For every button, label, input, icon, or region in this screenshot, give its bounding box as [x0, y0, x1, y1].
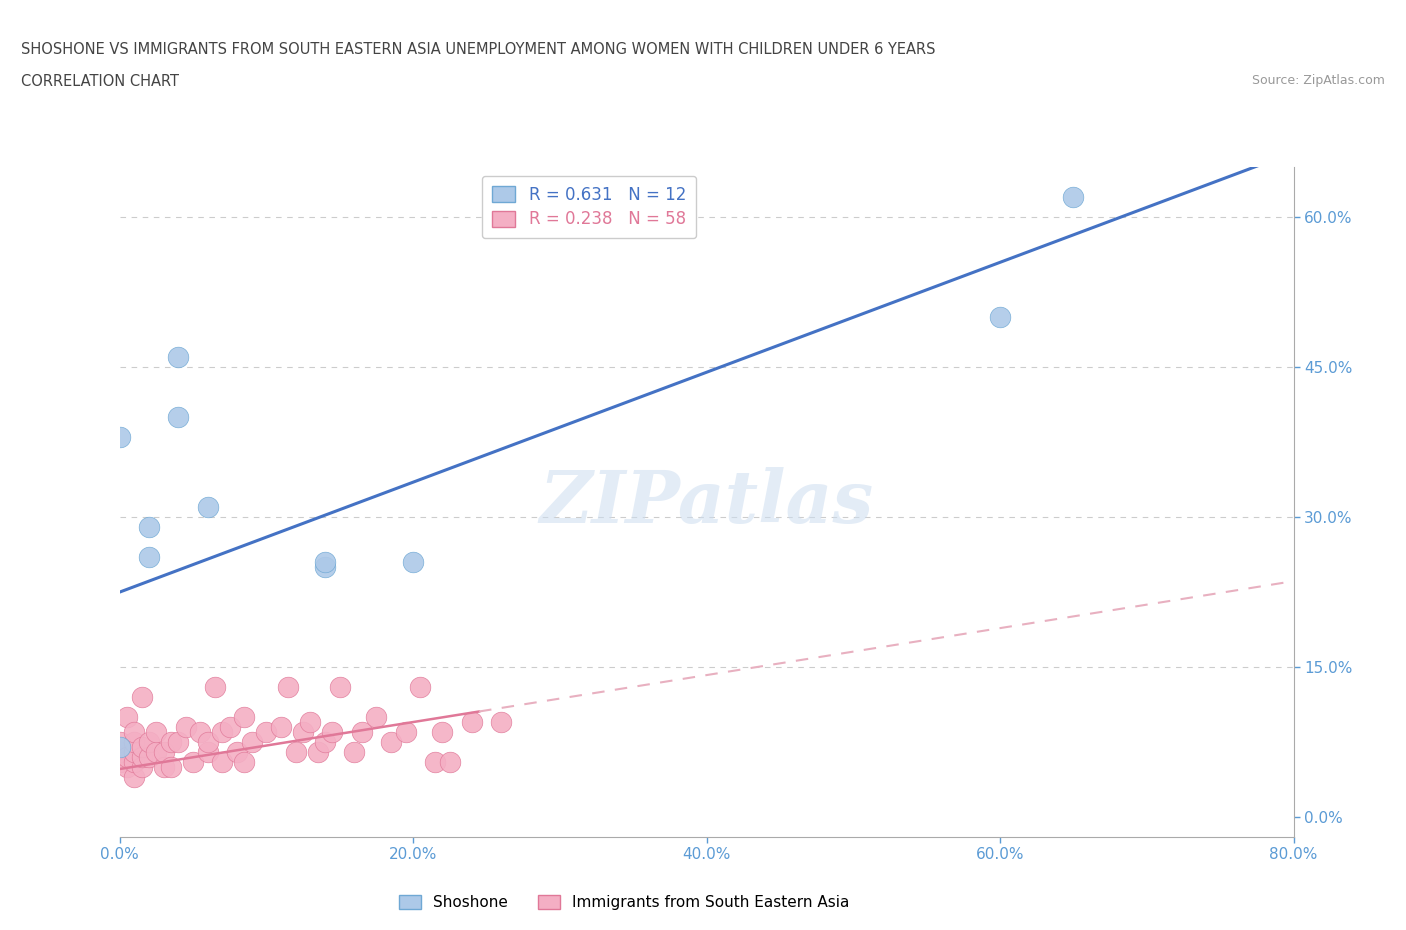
- Point: [197, 745, 219, 760]
- Text: SHOSHONE VS IMMIGRANTS FROM SOUTH EASTERN ASIA UNEMPLOYMENT AMONG WOMEN WITH CHI: SHOSHONE VS IMMIGRANTS FROM SOUTH EASTER…: [21, 42, 935, 57]
- Point: [108, 754, 131, 769]
- Point: [254, 724, 277, 739]
- Point: [160, 760, 183, 775]
- Text: CORRELATION CHART: CORRELATION CHART: [21, 74, 179, 89]
- Point: [188, 724, 211, 739]
- Point: [181, 754, 204, 769]
- Point: [988, 310, 1011, 325]
- Point: [291, 724, 314, 739]
- Point: [131, 760, 153, 775]
- Point: [167, 735, 190, 750]
- Point: [402, 554, 425, 569]
- Point: [122, 770, 145, 785]
- Point: [460, 714, 484, 729]
- Point: [314, 735, 336, 750]
- Point: [366, 710, 388, 724]
- Point: [233, 710, 256, 724]
- Point: [321, 724, 343, 739]
- Point: [174, 720, 197, 735]
- Point: [138, 520, 160, 535]
- Point: [284, 745, 307, 760]
- Point: [138, 550, 160, 565]
- Point: [122, 724, 145, 739]
- Point: [131, 690, 153, 705]
- Point: [138, 735, 160, 750]
- Point: [145, 724, 167, 739]
- Point: [108, 735, 131, 750]
- Point: [152, 745, 174, 760]
- Point: [131, 750, 153, 764]
- Point: [160, 735, 183, 750]
- Point: [211, 754, 233, 769]
- Point: [152, 760, 174, 775]
- Point: [439, 754, 461, 769]
- Point: [270, 720, 292, 735]
- Point: [423, 754, 446, 769]
- Point: [167, 410, 190, 425]
- Point: [218, 720, 240, 735]
- Point: [1062, 190, 1084, 205]
- Point: [432, 724, 454, 739]
- Point: [122, 745, 145, 760]
- Point: [204, 680, 226, 695]
- Point: [343, 745, 366, 760]
- Point: [211, 724, 233, 739]
- Point: [131, 739, 153, 754]
- Point: [108, 430, 131, 445]
- Legend: Shoshone, Immigrants from South Eastern Asia: Shoshone, Immigrants from South Eastern …: [394, 889, 855, 916]
- Point: [307, 745, 329, 760]
- Point: [115, 760, 138, 775]
- Point: [197, 499, 219, 514]
- Point: [350, 724, 373, 739]
- Point: [299, 714, 322, 729]
- Point: [233, 754, 256, 769]
- Point: [122, 754, 145, 769]
- Point: [145, 745, 167, 760]
- Point: [115, 750, 138, 764]
- Point: [108, 739, 131, 754]
- Point: [240, 735, 263, 750]
- Point: [314, 554, 336, 569]
- Text: ZIPatlas: ZIPatlas: [540, 467, 873, 538]
- Point: [138, 750, 160, 764]
- Text: Source: ZipAtlas.com: Source: ZipAtlas.com: [1251, 74, 1385, 87]
- Point: [395, 724, 418, 739]
- Point: [122, 735, 145, 750]
- Point: [380, 735, 402, 750]
- Point: [197, 735, 219, 750]
- Point: [409, 680, 432, 695]
- Point: [329, 680, 352, 695]
- Point: [314, 560, 336, 575]
- Point: [277, 680, 299, 695]
- Point: [167, 350, 190, 365]
- Point: [115, 710, 138, 724]
- Point: [489, 714, 512, 729]
- Point: [108, 745, 131, 760]
- Point: [225, 745, 249, 760]
